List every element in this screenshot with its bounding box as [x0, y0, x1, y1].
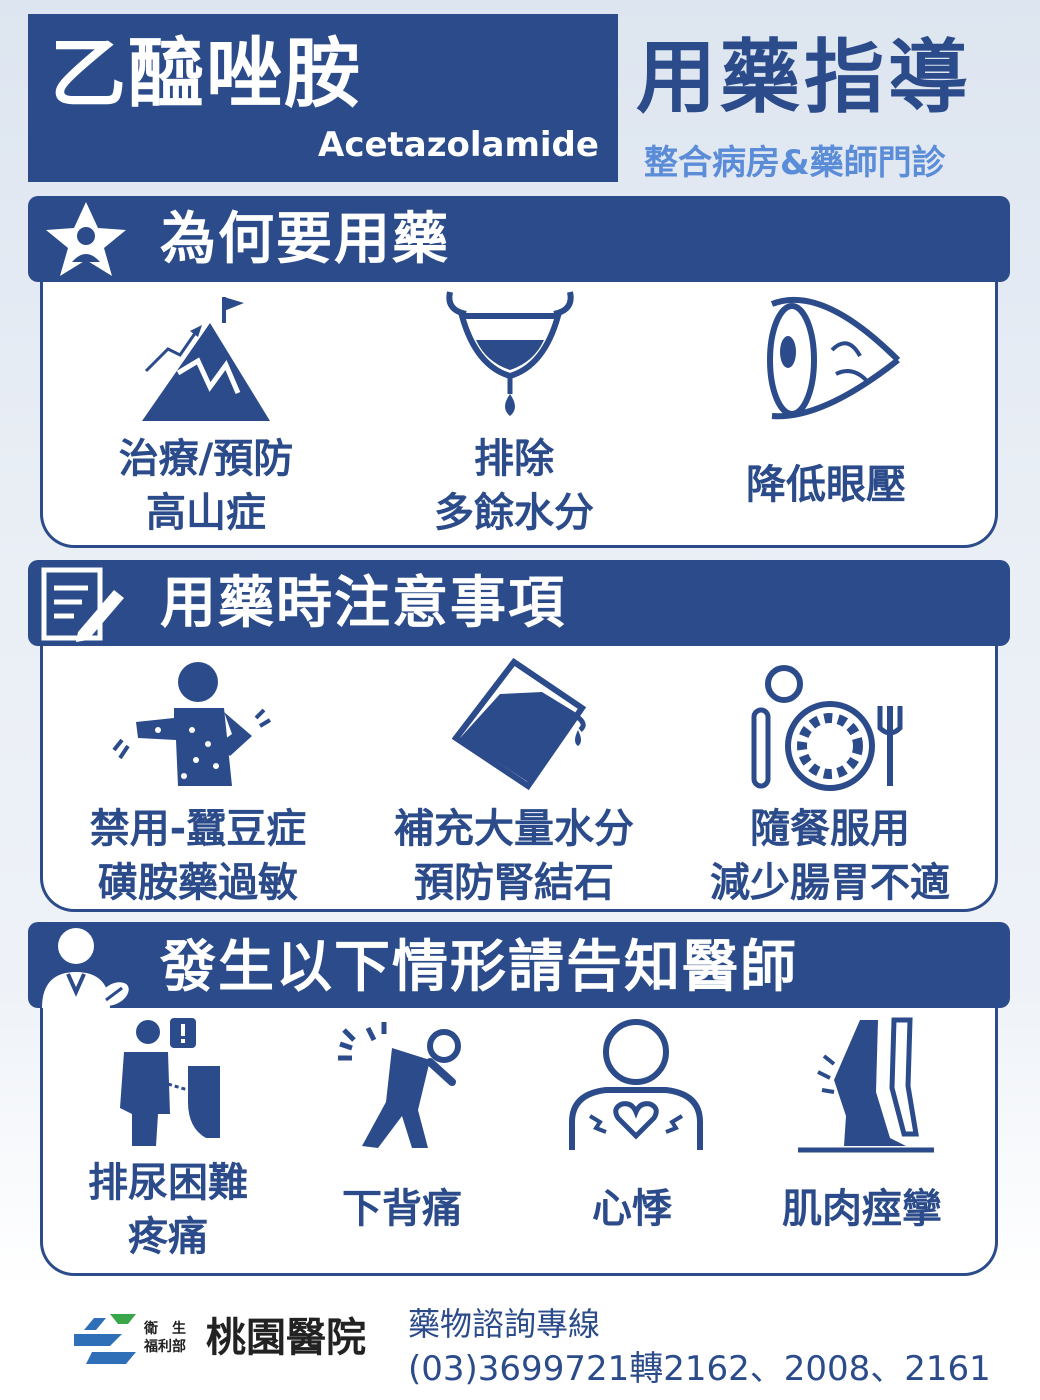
caution-item-water: 補充大量水分 預防腎結石 — [394, 806, 634, 906]
why-header-bar — [28, 196, 1010, 282]
plate-utensils-icon — [751, 665, 903, 791]
hospital-logo-icon — [74, 1314, 136, 1364]
rash-person-icon — [112, 662, 272, 786]
tell-doctor-panel — [40, 998, 998, 1276]
urinal-icon — [120, 1018, 220, 1146]
tell-doctor-title: 發生以下情形請告知醫師 — [160, 935, 798, 1000]
drug-name-en: Acetazolamide — [318, 125, 599, 165]
notepad-icon — [41, 567, 124, 642]
eye-icon — [767, 296, 901, 420]
why-item-eye-pressure: 降低眼壓 — [746, 462, 906, 508]
doctor-icon — [42, 928, 129, 1008]
doctor-item-low-back-pain: 下背痛 — [342, 1186, 462, 1232]
hotline-number: (03)3699721轉2162、2008、2161 — [408, 1349, 991, 1389]
doctor-item-urination-pain: 排尿困難 疼痛 — [88, 1160, 248, 1260]
caution-item-with-meals: 隨餐服用 減少腸胃不適 — [710, 806, 950, 906]
cautions-header-bar — [28, 560, 1010, 646]
hospital-logo-box — [62, 1300, 388, 1380]
tell-doctor-header-bar — [28, 922, 1010, 1008]
drug-name-banner — [28, 14, 618, 182]
water-glass-icon — [452, 658, 587, 790]
doctor-item-muscle-cramps: 肌肉痙攣 — [782, 1186, 942, 1232]
drug-name-zh: 乙醯唑胺 — [50, 29, 362, 118]
why-item-water: 排除 多餘水分 — [434, 436, 594, 536]
doctor-item-palpitations: 心悸 — [592, 1186, 672, 1232]
heart-chest-icon — [569, 1019, 703, 1150]
guide-title: 用藥指導 — [636, 31, 972, 124]
leg-cramp-icon — [798, 1017, 934, 1153]
star-person-icon — [46, 202, 126, 276]
hospital-name: 桃園醫院 — [206, 1315, 366, 1361]
why-item-altitude: 治療/預防 高山症 — [118, 436, 294, 536]
why-title: 為何要用藥 — [160, 207, 450, 272]
guide-subtitle: 整合病房&藥師門診 — [644, 143, 946, 183]
hotline-label: 藥物諮詢專線 — [408, 1305, 601, 1343]
back-pain-icon — [338, 1022, 461, 1148]
cautions-title: 用藥時注意事項 — [160, 571, 566, 636]
ministry-label: 衛 生 福利部 — [144, 1321, 186, 1355]
bladder-drop-icon — [446, 291, 574, 416]
caution-item-g6pd: 禁用-蠶豆症 磺胺藥過敏 — [89, 806, 307, 906]
mountain-icon — [142, 297, 270, 421]
